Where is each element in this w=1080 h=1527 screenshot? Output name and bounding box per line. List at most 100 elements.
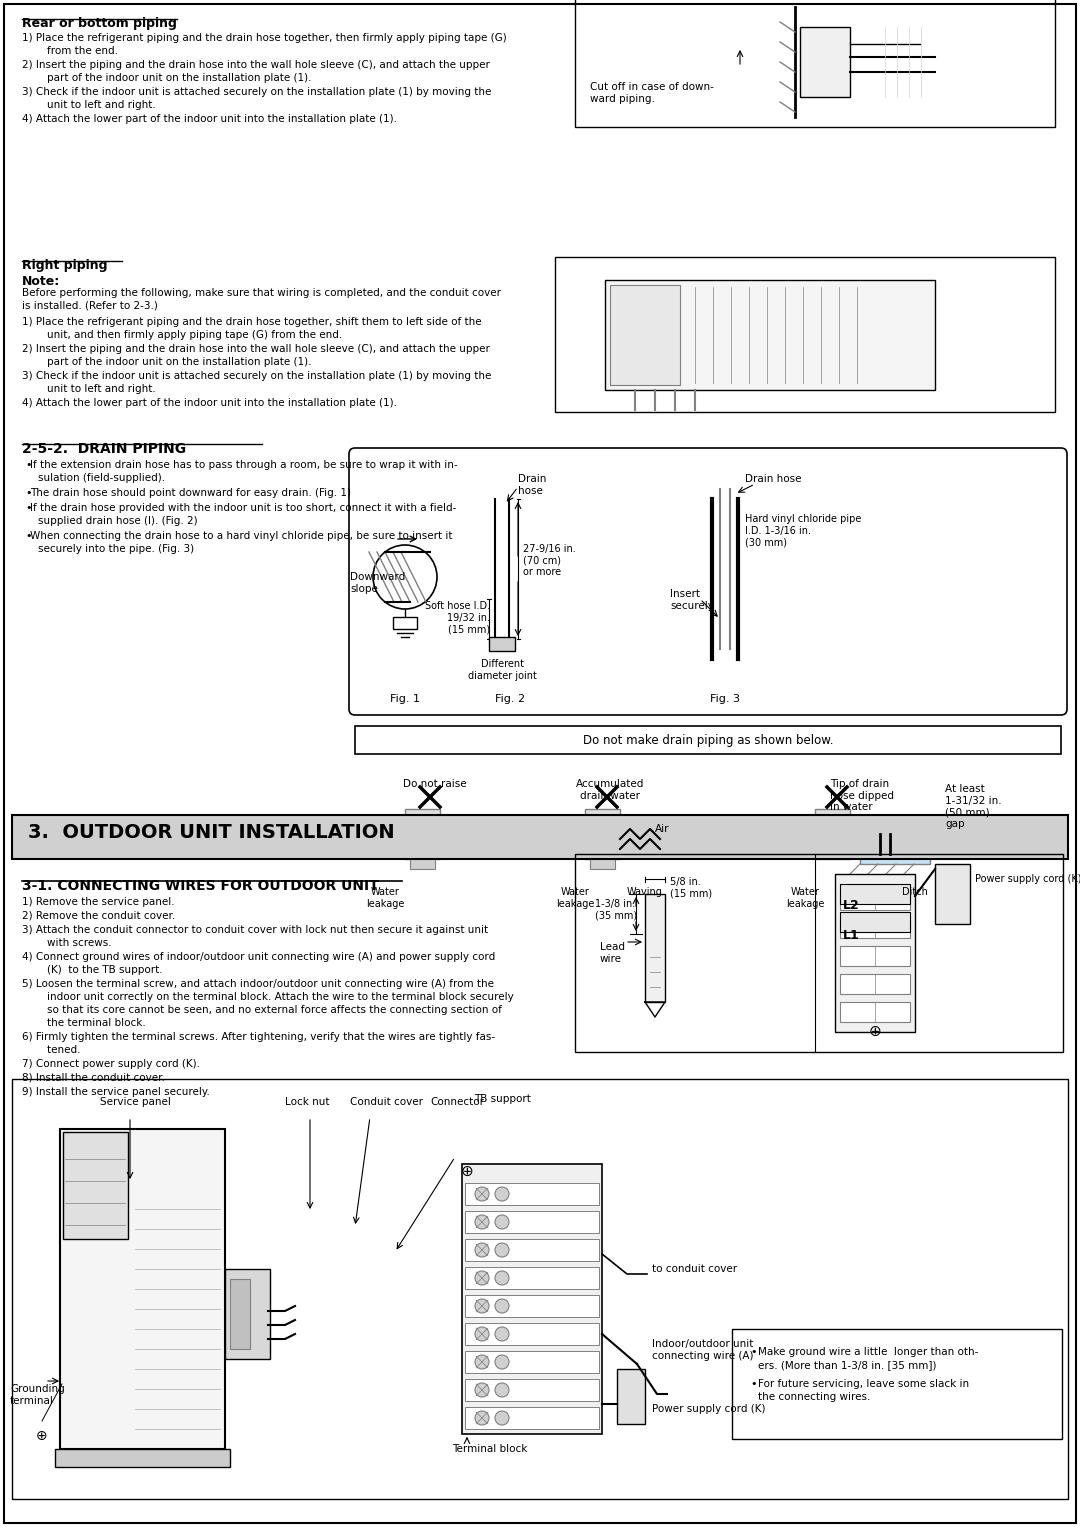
Text: L2: L2	[843, 899, 860, 912]
Bar	[465, 1211, 599, 1232]
Bar	[840, 918, 910, 938]
Bar	[465, 1295, 599, 1316]
Bar	[393, 617, 417, 629]
Circle shape	[475, 1215, 489, 1229]
Bar	[555, 257, 1055, 412]
Bar	[800, 27, 850, 98]
Text: 9) Install the service panel securely.: 9) Install the service panel securely.	[22, 1087, 210, 1096]
Bar	[465, 1267, 599, 1289]
Bar	[465, 1322, 599, 1345]
Text: Water
leakage: Water leakage	[366, 887, 404, 909]
Bar	[590, 854, 615, 869]
Bar	[617, 1370, 645, 1425]
Bar	[840, 947, 910, 967]
Bar	[225, 1269, 270, 1359]
Text: ers. (More than 1-3/8 in. [35 mm]): ers. (More than 1-3/8 in. [35 mm])	[758, 1361, 936, 1370]
Text: unit to left and right.: unit to left and right.	[33, 383, 156, 394]
Text: •: •	[750, 1379, 756, 1390]
Circle shape	[495, 1270, 509, 1286]
Bar	[489, 637, 515, 651]
Text: Fig. 3: Fig. 3	[710, 693, 740, 704]
Bar	[12, 1080, 1068, 1500]
Text: Make ground wire a little  longer than oth-: Make ground wire a little longer than ot…	[758, 1347, 978, 1358]
Bar	[462, 1164, 602, 1434]
Text: the connecting wires.: the connecting wires.	[758, 1393, 870, 1402]
Text: Indoor/outdoor unit
connecting wire (A): Indoor/outdoor unit connecting wire (A)	[652, 1339, 754, 1361]
Bar	[610, 286, 680, 385]
Bar	[840, 890, 910, 910]
Circle shape	[373, 545, 437, 609]
Text: Connector: Connector	[430, 1096, 484, 1107]
Circle shape	[495, 1411, 509, 1425]
Text: 6) Firmly tighten the terminal screws. After tightening, verify that the wires a: 6) Firmly tighten the terminal screws. A…	[22, 1032, 495, 1041]
Text: 2) Insert the piping and the drain hose into the wall hole sleeve (C), and attac: 2) Insert the piping and the drain hose …	[22, 344, 490, 354]
FancyBboxPatch shape	[349, 447, 1067, 715]
Text: Right piping: Right piping	[22, 260, 108, 272]
Circle shape	[495, 1243, 509, 1257]
Text: When connecting the drain hose to a hard vinyl chloride pipe, be sure to insert : When connecting the drain hose to a hard…	[30, 531, 453, 541]
Text: part of the indoor unit on the installation plate (1).: part of the indoor unit on the installat…	[33, 73, 311, 82]
Circle shape	[495, 1215, 509, 1229]
Text: TB support: TB support	[473, 1093, 530, 1104]
Bar	[732, 1328, 1062, 1438]
Bar	[835, 873, 915, 1032]
Bar	[465, 1238, 599, 1261]
Bar	[12, 815, 1068, 860]
Text: 2-5-2.  DRAIN PIPING: 2-5-2. DRAIN PIPING	[22, 441, 186, 457]
Bar	[840, 1002, 910, 1022]
Text: Tip of drain
hose dipped
in water: Tip of drain hose dipped in water	[831, 779, 894, 812]
Text: 1) Place the refrigerant piping and the drain hose together, shift them to left : 1) Place the refrigerant piping and the …	[22, 318, 482, 327]
Bar	[465, 1351, 599, 1373]
Text: Note:: Note:	[22, 275, 60, 289]
Circle shape	[495, 1327, 509, 1341]
Text: Drain
hose: Drain hose	[518, 473, 546, 496]
Text: 4) Attach the lower part of the indoor unit into the installation plate (1).: 4) Attach the lower part of the indoor u…	[22, 115, 397, 124]
Text: Do not raise: Do not raise	[403, 779, 467, 789]
Circle shape	[475, 1186, 489, 1202]
Text: Waving: Waving	[627, 887, 663, 896]
Text: Hard vinyl chloride pipe
I.D. 1-3/16 in.
(30 mm): Hard vinyl chloride pipe I.D. 1-3/16 in.…	[745, 515, 862, 547]
Text: 27-9/16 in.
(70 cm)
or more: 27-9/16 in. (70 cm) or more	[523, 544, 576, 577]
Text: sulation (field-supplied).: sulation (field-supplied).	[38, 473, 165, 483]
Text: 3-1. CONNECTING WIRES FOR OUTDOOR UNIT: 3-1. CONNECTING WIRES FOR OUTDOOR UNIT	[22, 880, 379, 893]
Text: supplied drain hose (I). (Fig. 2): supplied drain hose (I). (Fig. 2)	[38, 516, 198, 525]
Text: part of the indoor unit on the installation plate (1).: part of the indoor unit on the installat…	[33, 357, 311, 366]
Circle shape	[475, 1411, 489, 1425]
Text: indoor unit correctly on the terminal block. Attach the wire to the terminal blo: indoor unit correctly on the terminal bl…	[33, 993, 514, 1002]
Bar	[405, 809, 440, 860]
Text: ⊕: ⊕	[37, 1429, 48, 1443]
Text: ⊕: ⊕	[868, 1025, 881, 1038]
Text: 5) Loosen the terminal screw, and attach indoor/outdoor unit connecting wire (A): 5) Loosen the terminal screw, and attach…	[22, 979, 494, 989]
Text: The drain hose should point downward for easy drain. (Fig. 1): The drain hose should point downward for…	[30, 489, 351, 498]
Text: Lead
wire: Lead wire	[600, 942, 625, 964]
Text: 1-3/8 in.
(35 mm): 1-3/8 in. (35 mm)	[595, 899, 637, 921]
Text: •: •	[25, 489, 31, 498]
Text: Water
leakage: Water leakage	[786, 887, 824, 909]
Bar	[935, 864, 970, 924]
Bar	[55, 1449, 230, 1467]
Bar	[63, 1132, 129, 1238]
Text: •: •	[25, 460, 31, 470]
Bar	[840, 912, 910, 931]
Text: Conduit cover: Conduit cover	[350, 1096, 423, 1107]
Bar	[575, 854, 1063, 1052]
Bar	[860, 834, 930, 864]
Text: 1) Place the refrigerant piping and the drain hose together, then firmly apply p: 1) Place the refrigerant piping and the …	[22, 34, 507, 43]
Text: 1) Remove the service panel.: 1) Remove the service panel.	[22, 896, 175, 907]
Text: with screws.: with screws.	[33, 938, 111, 948]
Text: Lock nut: Lock nut	[285, 1096, 329, 1107]
Text: Power supply cord (K): Power supply cord (K)	[652, 1403, 766, 1414]
Bar	[585, 809, 620, 860]
Circle shape	[475, 1243, 489, 1257]
Text: 2) Remove the conduit cover.: 2) Remove the conduit cover.	[22, 912, 175, 921]
Text: Ditch: Ditch	[902, 887, 928, 896]
Bar	[840, 974, 910, 994]
Bar	[230, 1280, 249, 1348]
Text: Fig. 2: Fig. 2	[495, 693, 525, 704]
Text: •: •	[750, 1347, 756, 1358]
Circle shape	[495, 1299, 509, 1313]
Circle shape	[475, 1383, 489, 1397]
Bar	[645, 893, 665, 1002]
Bar	[410, 854, 435, 869]
Text: L1: L1	[843, 928, 860, 942]
